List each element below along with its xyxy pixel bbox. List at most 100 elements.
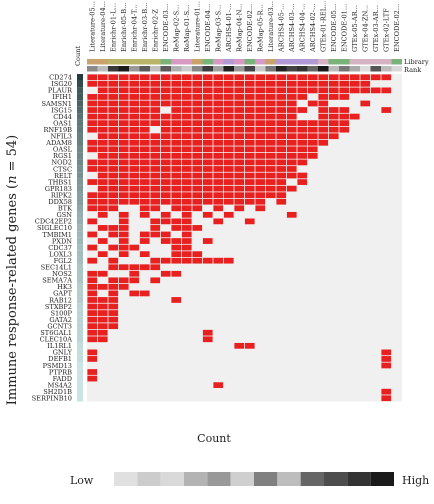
heatmap-cell — [234, 179, 245, 185]
heatmap-cell — [223, 113, 234, 120]
heatmap-cell — [129, 198, 140, 205]
heatmap-cell — [97, 87, 108, 94]
heatmap-cell — [87, 303, 98, 310]
heatmap-cell — [171, 205, 182, 212]
heatmap-cell — [97, 74, 108, 81]
heatmap-cell — [160, 238, 171, 244]
heatmap-cell — [276, 198, 287, 205]
legend-swatch — [347, 472, 371, 486]
heatmap-cell — [307, 74, 318, 81]
heatmap-cell — [328, 107, 339, 113]
count-cell — [77, 211, 83, 219]
heatmap-cell — [328, 87, 339, 94]
heatmap-cell — [223, 211, 234, 218]
heatmap-cell — [255, 179, 266, 185]
heatmap-cell — [244, 218, 255, 225]
heatmap-cell — [202, 198, 213, 205]
heatmap-cell — [171, 126, 182, 133]
heatmap-cell — [297, 153, 308, 159]
heatmap-cell — [286, 185, 297, 192]
heatmap-cell — [318, 139, 329, 146]
heatmap-cell — [139, 80, 150, 87]
column-label: GTEx-01-REL... — [319, 1, 327, 52]
heatmap-cell — [129, 107, 140, 113]
count-cell — [77, 106, 83, 114]
legend-swatch — [160, 472, 184, 486]
heatmap-cell — [297, 179, 308, 185]
heatmap-cell — [297, 120, 308, 126]
row-label: PXDN — [52, 237, 72, 245]
heatmap-cell — [97, 192, 108, 199]
heatmap-cell — [118, 198, 129, 205]
heatmap-cell — [223, 192, 234, 199]
heatmap-cell — [118, 166, 129, 172]
heatmap-cell — [255, 172, 266, 179]
heatmap-cell — [129, 120, 140, 126]
heatmap-cell — [244, 113, 255, 120]
count-cell — [77, 355, 83, 363]
rank-cell — [192, 66, 203, 72]
heatmap-cell — [192, 192, 203, 199]
rank-cell — [234, 66, 245, 72]
row-label: S100P — [50, 309, 72, 317]
column-label: GTEx-05-AR... — [351, 5, 359, 52]
rank-cell — [97, 66, 108, 72]
row-label: BTK — [58, 205, 73, 213]
heatmap-cell — [160, 139, 171, 146]
heatmap-cell — [381, 362, 392, 369]
heatmap-cell — [139, 146, 150, 153]
heatmap-cell — [223, 198, 234, 205]
heatmap-cell — [150, 185, 161, 192]
row-label: RAB12 — [49, 296, 72, 304]
count-cell — [77, 362, 83, 369]
library-cell — [181, 59, 192, 65]
heatmap-cell — [139, 126, 150, 133]
row-label: FGL2 — [54, 257, 72, 265]
count-cell — [77, 316, 83, 323]
heatmap-cell — [87, 375, 98, 382]
heatmap-cell — [213, 133, 224, 140]
legend-swatch — [324, 472, 348, 486]
count-cell — [77, 329, 83, 336]
heatmap-cell — [139, 159, 150, 166]
heatmap-cell — [108, 323, 119, 330]
heatmap-cell — [234, 87, 245, 94]
column-label: ReMap-01-S... — [183, 5, 191, 52]
rank-cell — [255, 66, 266, 72]
heatmap-cell — [150, 107, 161, 113]
heatmap-cell — [244, 107, 255, 113]
heatmap-cell — [160, 192, 171, 199]
heatmap-cell — [171, 297, 182, 303]
rank-cell — [181, 66, 192, 72]
heatmap-cell — [318, 107, 329, 113]
heatmap-cell — [171, 218, 182, 225]
heatmap-cell — [339, 87, 350, 94]
heatmap-cell — [286, 139, 297, 146]
column-label: Literature-01... — [193, 1, 201, 52]
heatmap-cell — [223, 133, 234, 140]
heatmap-cell — [97, 225, 108, 231]
heatmap-cell — [97, 303, 108, 310]
count-header: Count — [74, 45, 82, 66]
library-cell — [286, 59, 297, 65]
heatmap-cell — [108, 126, 119, 133]
heatmap-cell — [307, 87, 318, 94]
count-cell — [77, 198, 83, 205]
heatmap-cell — [213, 139, 224, 146]
heatmap-cell — [129, 159, 140, 166]
heatmap-cell — [160, 74, 171, 81]
column-label: ARCHS4-03-... — [288, 4, 296, 53]
legend-swatch — [114, 472, 138, 486]
heatmap-cell — [213, 185, 224, 192]
heatmap-cell — [139, 211, 150, 218]
library-cell — [276, 59, 287, 65]
row-label: PSMD13 — [43, 362, 72, 370]
heatmap-cell — [181, 80, 192, 87]
heatmap-cell — [213, 382, 224, 388]
heatmap-cell — [297, 159, 308, 166]
heatmap-cell — [286, 74, 297, 81]
heatmap-cell — [181, 94, 192, 100]
heatmap-cell — [139, 139, 150, 146]
heatmap-cell — [160, 146, 171, 153]
